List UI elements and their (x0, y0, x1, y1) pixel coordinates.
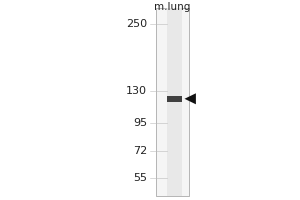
Bar (156, 8, 189, 196)
Bar (167, 96, 182, 102)
Polygon shape (184, 93, 196, 104)
Text: 72: 72 (133, 146, 147, 156)
Text: 95: 95 (133, 118, 147, 128)
Bar (167, 8, 182, 196)
Text: 250: 250 (126, 19, 147, 29)
Text: 130: 130 (126, 86, 147, 96)
Text: 55: 55 (133, 173, 147, 183)
Text: m.lung: m.lung (154, 2, 191, 12)
